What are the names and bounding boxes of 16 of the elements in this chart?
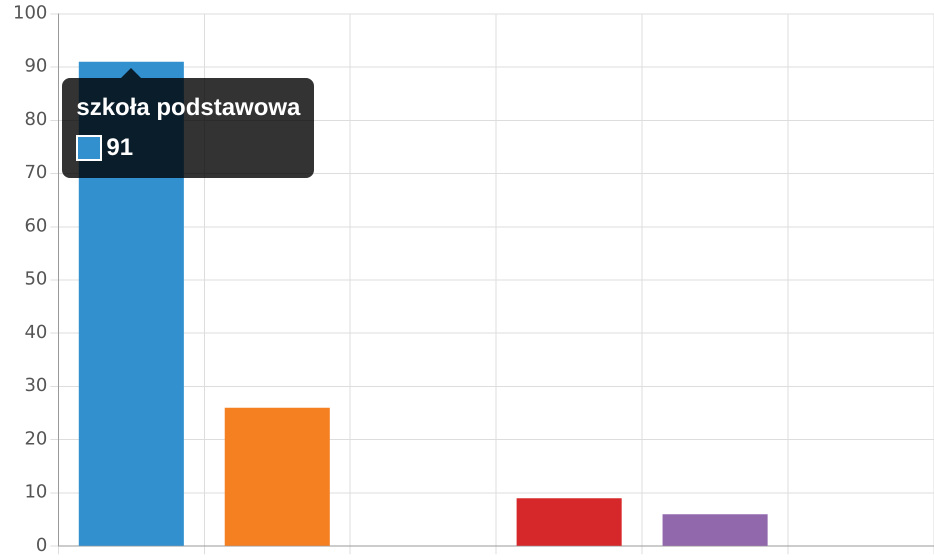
y-tick-label: 20 (24, 428, 48, 450)
y-tick-label: 40 (24, 322, 48, 343)
y-tick-label: 10 (24, 482, 48, 503)
y-tick-label: 50 (24, 268, 48, 290)
data-label: 91 (106, 134, 134, 161)
y-tick-label: 30 (24, 375, 48, 396)
y-tick-label: 60 (24, 215, 48, 236)
y-tick-label: 80 (24, 108, 48, 130)
bar (516, 498, 622, 546)
bar (224, 408, 330, 546)
y-tick-label: 0 (36, 534, 48, 556)
bar (662, 514, 768, 546)
y-tick-label: 90 (24, 56, 48, 77)
y-tick-label: 100 (12, 2, 48, 24)
annotation: szkoła podstawowa (76, 92, 300, 123)
y-tick-label: 70 (24, 162, 48, 184)
